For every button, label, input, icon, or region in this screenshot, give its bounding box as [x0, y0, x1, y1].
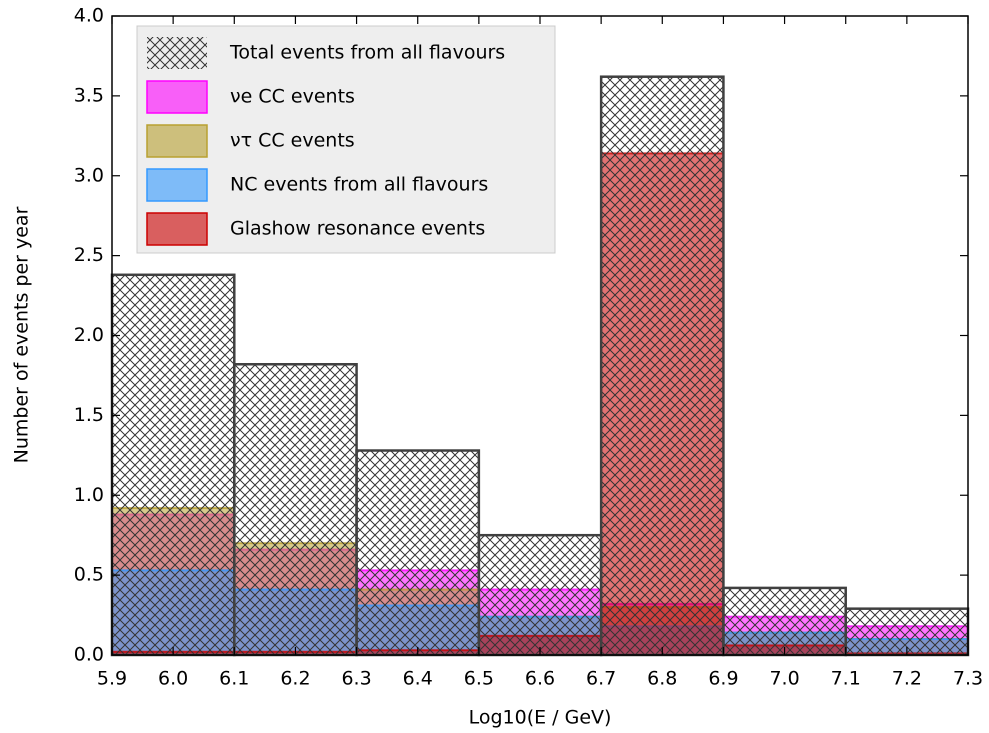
x-tick-label: 6.6	[525, 668, 555, 690]
x-tick-label: 6.3	[341, 668, 371, 690]
legend-label: NC events from all flavours	[230, 174, 488, 196]
x-tick-label: 5.9	[97, 668, 127, 690]
histogram-bar	[722, 586, 847, 657]
histogram-bar	[477, 533, 603, 657]
y-tick-label: 1.0	[74, 484, 104, 506]
x-tick-label: 7.1	[831, 668, 861, 690]
x-tick-label: 6.8	[647, 668, 677, 690]
histogram-bar	[355, 449, 481, 657]
histogram-bar	[110, 273, 236, 657]
y-tick-label: 3.5	[74, 84, 104, 106]
y-tick-label: 0.0	[74, 644, 104, 666]
legend-swatch	[146, 80, 208, 114]
x-tick-label: 6.7	[586, 668, 616, 690]
x-tick-label: 7.0	[769, 668, 799, 690]
x-tick-label: 7.3	[953, 668, 983, 690]
y-tick-label: 3.0	[74, 164, 104, 186]
legend-label: Total events from all flavours	[229, 42, 505, 64]
x-tick-label: 6.5	[464, 668, 494, 690]
histogram-bar	[599, 75, 725, 657]
legend-label: νe CC events	[230, 86, 355, 108]
x-tick-label: 6.1	[219, 668, 249, 690]
y-axis-label: Number of events per year	[11, 206, 33, 463]
x-tick-label: 6.2	[280, 668, 310, 690]
x-axis-label: Log10(E / GeV)	[469, 707, 612, 729]
y-tick-label: 0.5	[74, 564, 104, 586]
legend-swatch	[147, 37, 207, 69]
x-tick-label: 6.4	[403, 668, 433, 690]
y-tick-label: 2.0	[74, 324, 104, 346]
y-tick-label: 1.5	[74, 404, 104, 426]
x-tick-label: 7.2	[892, 668, 922, 690]
y-tick-label: 2.5	[74, 244, 104, 266]
legend-swatch	[146, 124, 208, 158]
legend-swatch	[146, 212, 208, 246]
x-tick-label: 6.0	[158, 668, 188, 690]
legend-swatch	[146, 168, 208, 202]
legend-label: Glashow resonance events	[230, 218, 485, 240]
y-tick-label: 4.0	[74, 5, 104, 27]
x-tick-label: 6.9	[708, 668, 738, 690]
histogram-bar	[233, 363, 358, 657]
legend-label: ντ CC events	[230, 130, 355, 152]
